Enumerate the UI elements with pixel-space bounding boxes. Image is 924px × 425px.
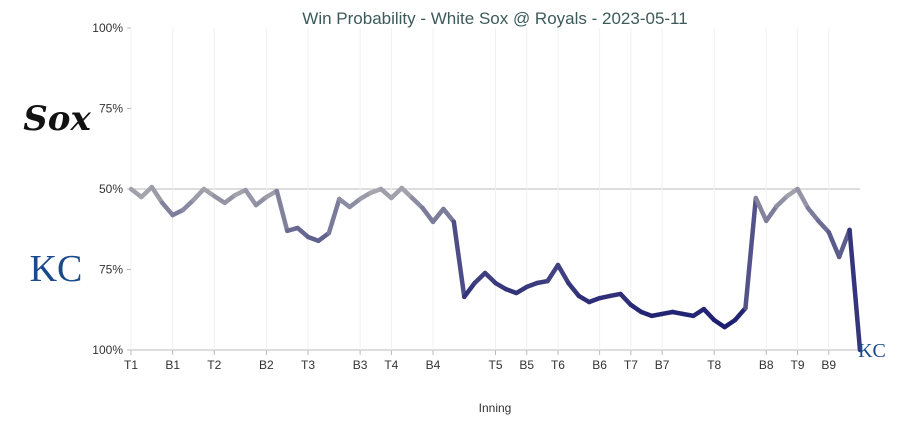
x-tick-label: T8 [707, 358, 721, 372]
x-tick-label: T7 [624, 358, 638, 372]
x-tick-label: B3 [353, 358, 368, 372]
white-sox-logo: Sox [23, 99, 91, 139]
wp-line-segment [191, 186, 207, 203]
wp-line-segment [618, 291, 634, 308]
x-tick-label: B2 [259, 358, 274, 372]
x-tick-label: T9 [791, 358, 805, 372]
wp-line-segment [566, 280, 582, 299]
wp-line-segment [701, 306, 717, 323]
wp-line-segment [441, 206, 457, 225]
wp-line-segment [180, 197, 196, 213]
wp-line-segment [430, 206, 446, 225]
x-tick-label: T3 [301, 358, 315, 372]
y-tick-label: 75% [99, 263, 123, 277]
wp-line-segment [295, 225, 311, 240]
wp-line-segment [743, 195, 759, 311]
x-tick-label: T5 [488, 358, 502, 372]
x-tick-label: B5 [519, 358, 534, 372]
wp-line-segment [243, 187, 259, 208]
royals-logo: KC [30, 248, 83, 290]
wp-line-segment [472, 270, 488, 286]
wp-line-segment [420, 205, 436, 225]
wp-line-segment [399, 185, 415, 201]
wp-line-segment [555, 262, 571, 286]
wp-line-segment [378, 186, 394, 201]
y-tick-label: 50% [99, 182, 123, 196]
wp-line-segment [409, 195, 425, 211]
wp-line-segment [482, 270, 498, 286]
wp-line-segment [764, 203, 779, 224]
x-tick-label: B7 [655, 358, 670, 372]
y-tick-label: 100% [92, 343, 123, 357]
wp-line-segment [847, 227, 863, 353]
wp-line-segment [149, 184, 165, 206]
y-tick-label: 100% [92, 21, 123, 35]
x-tick-label: T2 [207, 358, 221, 372]
wp-line-segment [826, 229, 842, 260]
wp-line-segment [139, 184, 155, 200]
wp-line-segment [326, 196, 342, 236]
wp-line-segment [805, 205, 821, 224]
x-tick-label: B1 [165, 358, 180, 372]
x-tick-label: B8 [759, 358, 774, 372]
wp-line-segment [816, 218, 832, 235]
x-tick-label: T4 [384, 358, 398, 372]
x-axis-label: Inning [479, 401, 512, 415]
royals-end-logo: KC [858, 340, 886, 362]
wp-line-segment [159, 200, 175, 218]
wp-line-segment [545, 262, 561, 284]
wp-line-segment [389, 185, 405, 201]
x-tick-label: B6 [592, 358, 607, 372]
x-tick-label: T1 [124, 358, 138, 372]
wp-line-segment [732, 305, 748, 323]
wp-line-segment [795, 186, 811, 211]
y-tick-label: 75% [99, 102, 123, 116]
wp-line-segment [462, 280, 477, 300]
wp-line-segment [774, 193, 790, 209]
wp-line-segment [753, 195, 769, 224]
x-tick-label: T6 [551, 358, 565, 372]
chart-title: Win Probability - White Sox @ Royals - 2… [302, 9, 687, 28]
wp-line-segment [274, 188, 290, 234]
wp-line-segment [451, 219, 467, 300]
x-tick-label: B4 [426, 358, 441, 372]
x-tick-label: B9 [821, 358, 836, 372]
